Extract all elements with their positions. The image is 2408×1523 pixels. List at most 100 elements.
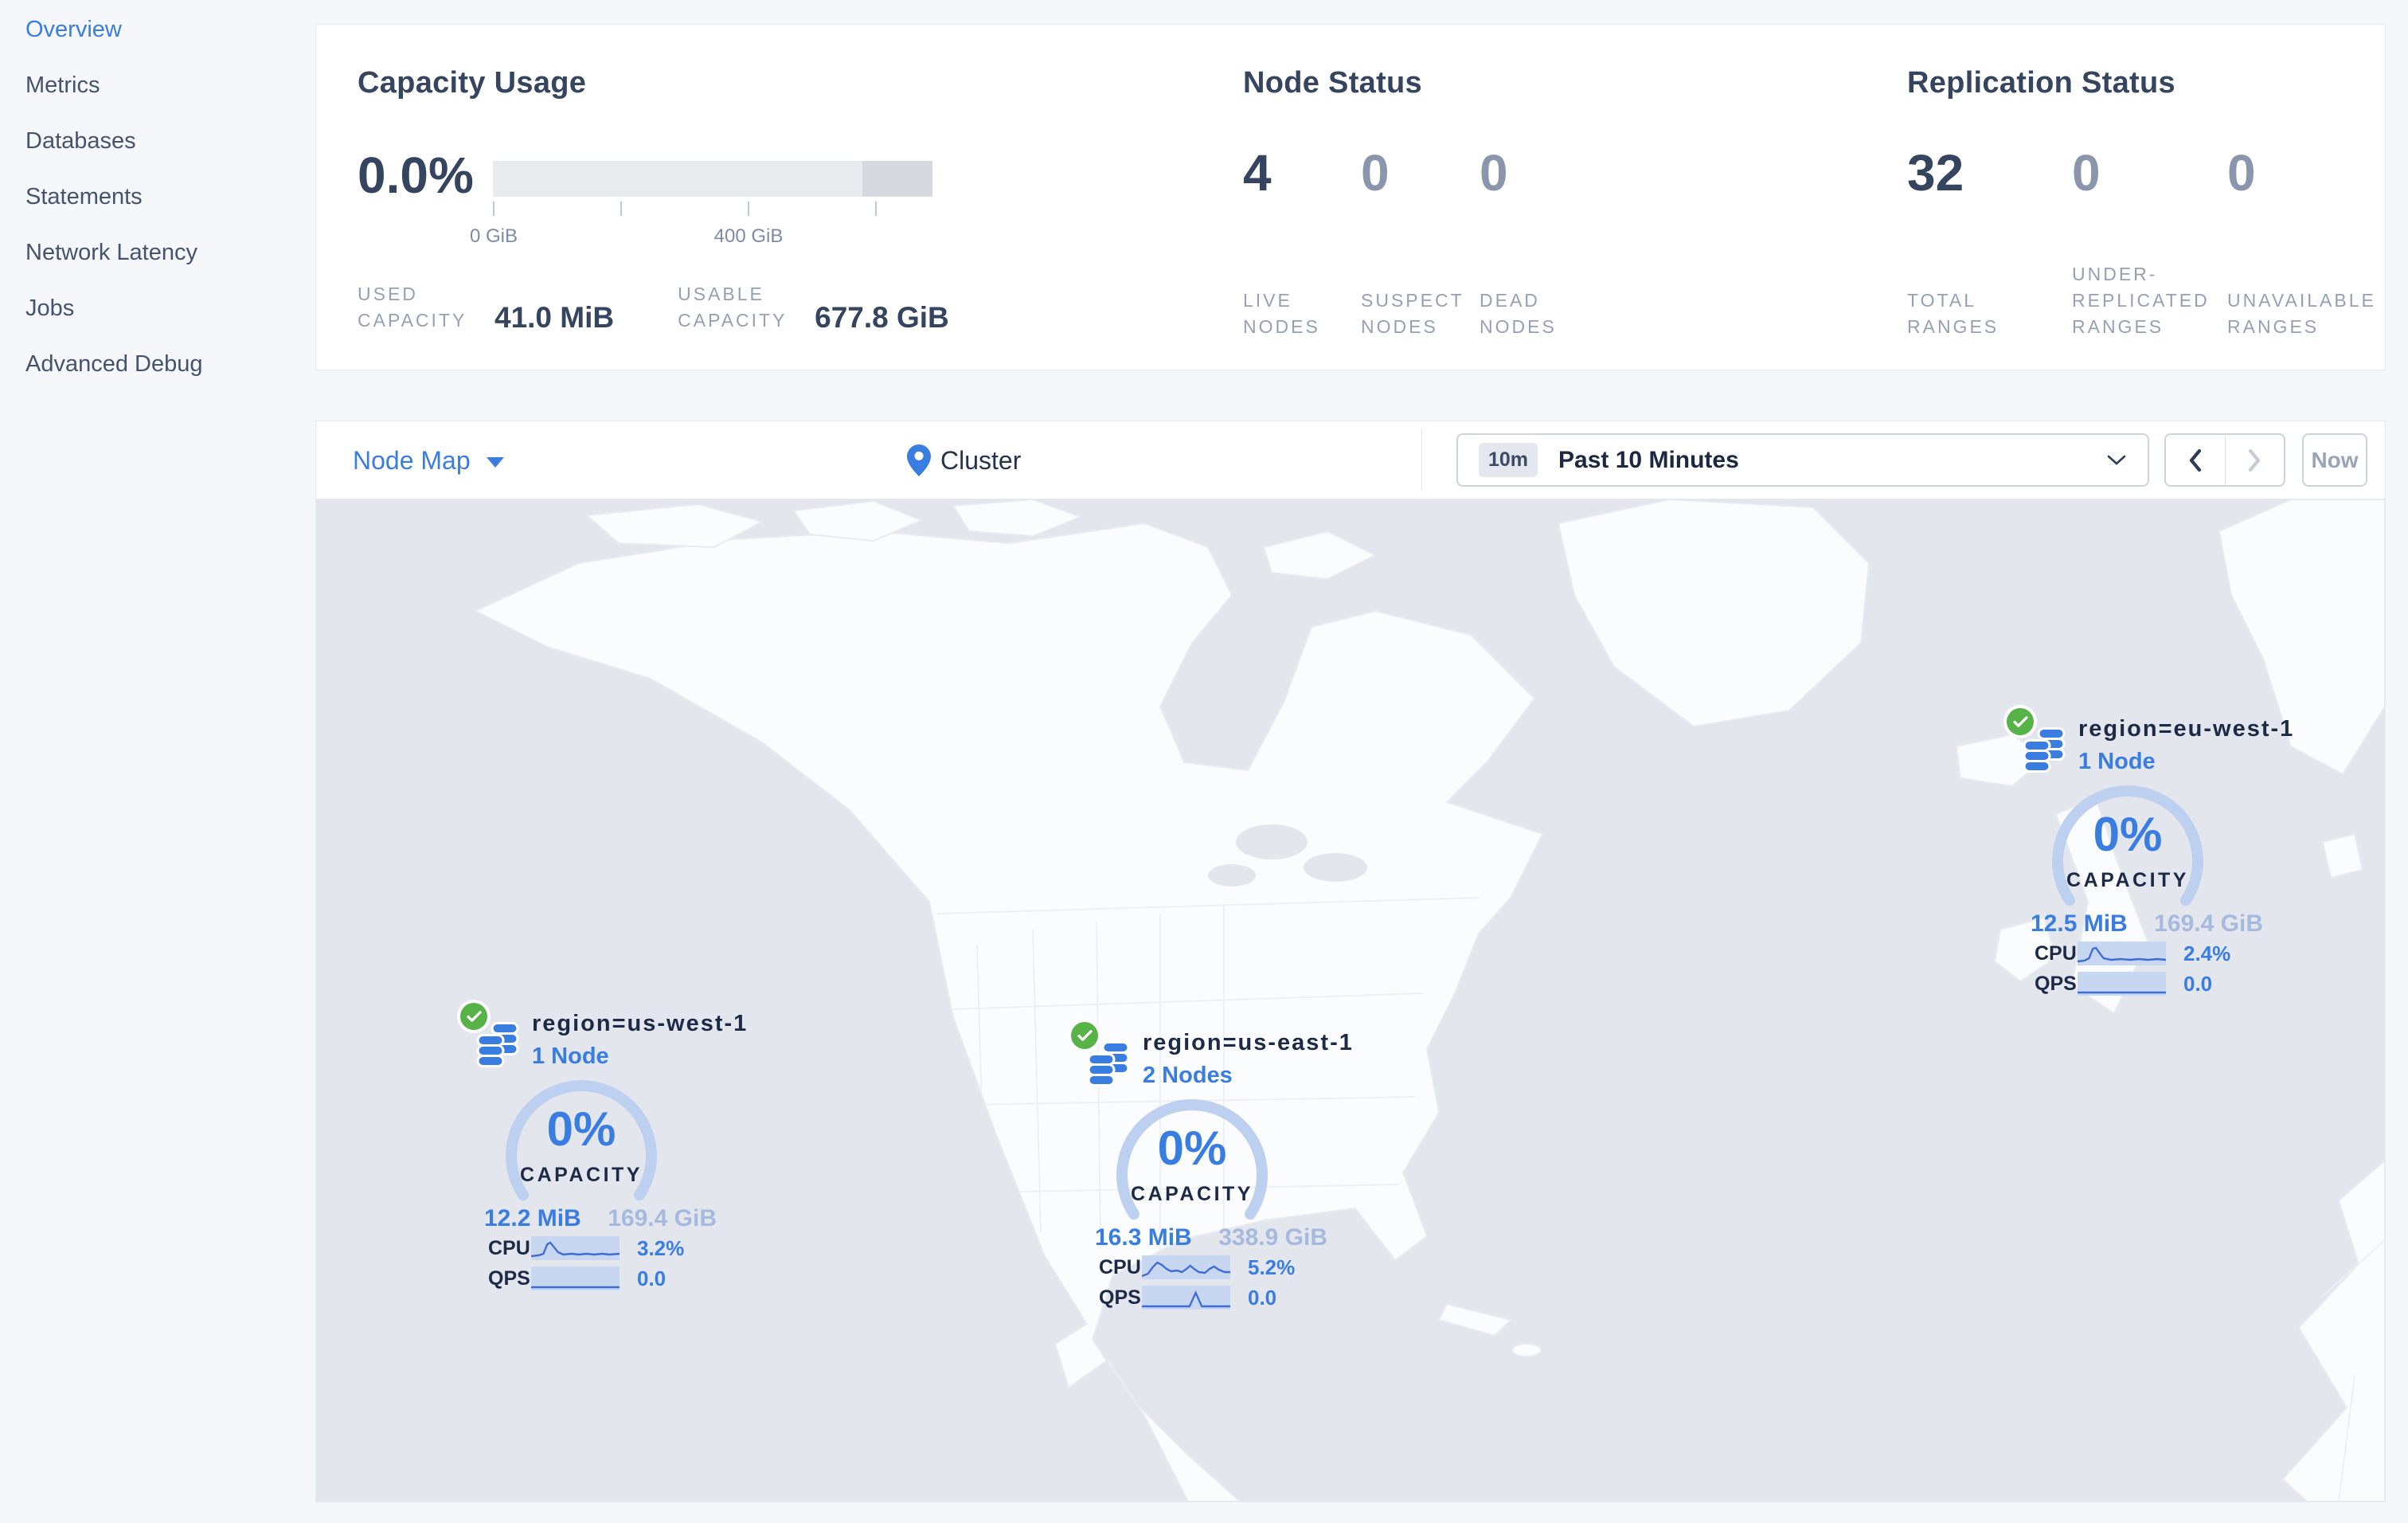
used-capacity-stat: USED CAPACITY 41.0 MiB [358,281,614,334]
node-map: region=us-west-1 1 Node 0% CAPACITY 12.2… [316,499,2385,1501]
toolbar-divider [1421,429,1422,491]
unavailable-ranges-value: 0 [2227,144,2256,202]
now-button[interactable]: Now [2302,433,2367,487]
capacity-gauge: 0% CAPACITY [2032,781,2223,909]
region-nodes-link[interactable]: 2 Nodes [1143,1063,1233,1088]
gauge-capacity-label: CAPACITY [520,1164,643,1186]
total-ranges-stat: 32 TOTAL RANGES [1907,144,2072,340]
suspect-nodes-value: 0 [1361,144,1390,202]
qps-label: QPS [488,1267,530,1290]
database-nodes-icon [476,1022,519,1068]
region-nodes-link[interactable]: 1 Node [532,1043,609,1069]
gauge-percent: 0% [2093,808,2163,861]
gauge-arc [1116,1099,1268,1220]
sidebar-item-advanced-debug[interactable]: Advanced Debug [25,350,203,377]
used-capacity-label: USED CAPACITY [358,284,467,331]
gauge-arc [2052,785,2203,906]
region-marker-us-west-1: region=us-west-1 1 Node 0% CAPACITY 12.2… [460,1003,746,1293]
world-map [473,499,2385,1501]
breadcrumb-cluster-label: Cluster [940,445,1022,475]
map-pin-icon [907,444,931,476]
dead-nodes-stat: 0 DEAD NODES [1480,144,1599,340]
cpu-label: CPU [1099,1255,1141,1278]
region-nodes-link[interactable]: 1 Node [2078,749,2156,774]
cluster-summary-card: Capacity Usage Node Status Replication S… [315,24,2386,370]
live-nodes-label: LIVE NODES [1243,290,1320,337]
qps-sparkline [1142,1286,1230,1310]
capacity-gauge: 0% CAPACITY [1096,1095,1288,1223]
sidebar-item-databases[interactable]: Databases [25,127,136,154]
sidebar-item-network-latency[interactable]: Network Latency [25,239,197,265]
capacity-used-percent: 0.0% [358,147,474,204]
capacity-bar-track [493,161,932,197]
cpu-value: 2.4% [2183,941,2231,965]
under-replicated-ranges-stat: 0 UNDER-REPLICATED RANGES [2072,144,2227,340]
region-label: region=eu-west-1 [2078,716,2295,742]
view-mode-label: Node Map [353,445,471,475]
sidebar-item-metrics[interactable]: Metrics [25,72,100,98]
region-marker-eu-west-1: region=eu-west-1 1 Node 0% CAPACITY 12.5… [2007,708,2293,998]
caret-down-icon [486,456,504,468]
qps-value: 0.0 [1248,1285,1277,1310]
usable-capacity-value: 677.8 GiB [815,301,949,334]
database-nodes-icon [2023,727,2066,773]
unavailable-ranges-stat: 0 UNAVAILABLE RANGES [2227,144,2394,340]
qps-sparkline [531,1267,620,1290]
time-window-nav [2164,433,2285,487]
cpu-sparkline [2078,942,2166,965]
capacity-bar-reserved-segment [862,161,932,197]
map-toolbar: Node Map Cluster 10m Past 10 Minutes [316,421,2385,499]
capacity-usage-title: Capacity Usage [358,66,587,100]
suspect-nodes-stat: 0 SUSPECT NODES [1361,144,1480,340]
gauge-percent: 0% [546,1102,616,1156]
region-label: region=us-east-1 [1143,1030,1354,1055]
capacity-tick-label-0: 0 GiB [469,225,518,247]
total-ranges-label: TOTAL RANGES [1907,290,2000,337]
qps-label: QPS [1099,1286,1141,1309]
view-mode-dropdown[interactable]: Node Map [353,421,504,499]
live-nodes-value: 4 [1243,144,1272,202]
suspect-nodes-label: SUSPECT NODES [1361,290,1464,337]
under-replicated-ranges-label: UNDER-REPLICATED RANGES [2072,264,2210,337]
sidebar-item-overview[interactable]: Overview [25,16,122,42]
database-nodes-icon [1087,1041,1130,1087]
chevron-left-icon [2189,448,2201,472]
node-map-card: Node Map Cluster 10m Past 10 Minutes [315,421,2386,1502]
sidebar: Overview Metrics Databases Statements Ne… [0,0,315,1523]
qps-label: QPS [2035,972,2077,995]
region-locality-icon[interactable] [460,1003,519,1068]
replication-status-stats: 32 TOTAL RANGES 0 UNDER-REPLICATED RANGE… [1907,144,2394,340]
cpu-sparkline [531,1236,620,1260]
live-nodes-stat: 4 LIVE NODES [1243,144,1361,340]
usable-capacity-label: USABLE CAPACITY [678,284,788,331]
region-locality-icon[interactable] [2007,708,2066,773]
sidebar-item-statements[interactable]: Statements [25,183,143,209]
node-status-title: Node Status [1243,66,1422,100]
region-used-capacity: 12.2 MiB [484,1205,581,1231]
time-range-dropdown[interactable]: 10m Past 10 Minutes [1456,433,2149,487]
dead-nodes-value: 0 [1480,144,1508,202]
region-label: region=us-west-1 [532,1011,749,1036]
replication-status-title: Replication Status [1907,66,2175,100]
chevron-right-icon [2249,448,2261,472]
sidebar-item-jobs[interactable]: Jobs [25,295,75,321]
qps-value: 0.0 [637,1266,666,1290]
capacity-tick-label-400: 400 GiB [713,225,784,247]
gauge-capacity-label: CAPACITY [2066,869,2189,891]
cpu-sparkline [1142,1255,1230,1279]
time-range-badge: 10m [1479,443,1538,477]
time-next-button[interactable] [2226,435,2285,485]
region-total-capacity: 169.4 GiB [608,1205,717,1231]
gauge-capacity-label: CAPACITY [1131,1183,1253,1205]
region-locality-icon[interactable] [1071,1022,1130,1087]
used-capacity-value: 41.0 MiB [494,301,615,334]
qps-sparkline [2078,972,2166,996]
time-prev-button[interactable] [2166,435,2226,485]
under-replicated-ranges-value: 0 [2072,144,2101,202]
check-circle-icon [1071,1022,1098,1049]
breadcrumb[interactable]: Cluster [907,421,1021,499]
cpu-label: CPU [2035,942,2077,965]
time-range-label: Past 10 Minutes [1558,446,1739,473]
region-total-capacity: 169.4 GiB [2154,910,2263,937]
cpu-value: 3.2% [637,1235,685,1260]
